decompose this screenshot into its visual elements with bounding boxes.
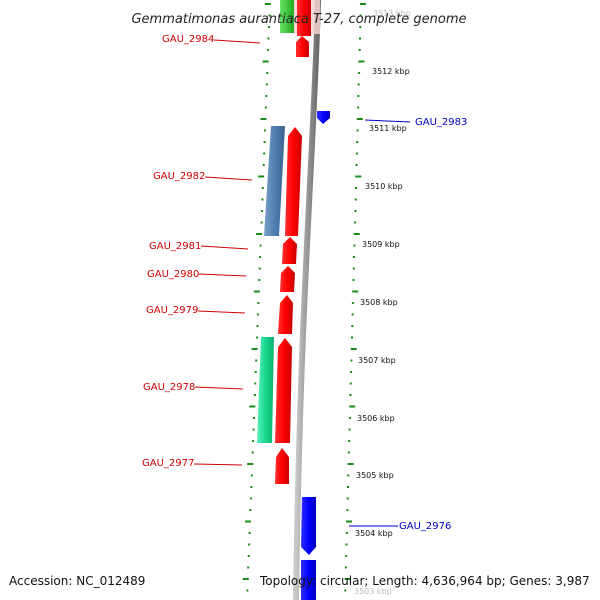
gene-gau2979[interactable] [278,295,293,334]
gene-label-gau2984[interactable]: GAU_2984 [162,34,214,45]
gene-label-leader [200,245,249,250]
kbp-label: 3510 kbp [365,182,403,191]
kbp-label: 3503 kbp [354,587,392,596]
outer-tick-track [242,3,271,592]
gene-label-leader [364,119,411,123]
feature-block-green [280,0,294,33]
gene-gau2976[interactable] [301,497,316,555]
gene-gau2984[interactable] [296,0,311,57]
gene-label-gau2978[interactable]: GAU_2978 [143,382,195,393]
topology-text: Topology: circular; Length: 4,636,964 bp… [260,574,590,588]
gene-gau2983[interactable] [317,111,330,124]
gene-label-gau2983[interactable]: GAU_2983 [415,117,467,128]
kbp-label: 3504 kbp [355,529,393,538]
gene-label-leader [198,273,247,277]
kbp-label: 3509 kbp [362,240,400,249]
genome-backbone [293,0,321,600]
kbp-label: 3507 kbp [358,356,396,365]
gene-gau2978[interactable] [275,338,292,443]
feature-block-steelblue [264,126,285,236]
kbp-label: 3512 kbp [372,67,410,76]
gene-label-leader [197,310,246,314]
gene-label-gau2977[interactable]: GAU_2977 [142,458,194,469]
kbp-label: 3513 kbp [373,9,411,18]
gene-reverse-bottom[interactable] [301,560,316,600]
gene-label-leader [194,386,244,390]
gene-label-leader [213,39,261,44]
gene-label-gau2982[interactable]: GAU_2982 [153,171,205,182]
accession-text: Accession: NC_012489 [9,574,146,588]
gene-label-gau2976[interactable]: GAU_2976 [399,521,451,532]
gene-label-leader [204,176,253,181]
gene-gau2980[interactable] [280,266,295,292]
inner-tick-track [344,3,366,592]
kbp-label: 3511 kbp [369,124,407,133]
gene-label-gau2981[interactable]: GAU_2981 [149,241,201,252]
kbp-label: 3505 kbp [356,471,394,480]
gene-gau2982[interactable] [285,127,302,236]
kbp-label: 3506 kbp [357,414,395,423]
kbp-label: 3508 kbp [360,298,398,307]
gene-label-leader [193,463,243,466]
feature-block-teal [257,337,274,443]
gene-label-gau2979[interactable]: GAU_2979 [146,305,198,316]
gene-gau2977[interactable] [275,448,289,484]
gene-gau2981[interactable] [282,237,297,264]
map-title: Gemmatimonas aurantiaca T-27, complete g… [131,12,466,27]
gene-label-gau2980[interactable]: GAU_2980 [147,269,199,280]
